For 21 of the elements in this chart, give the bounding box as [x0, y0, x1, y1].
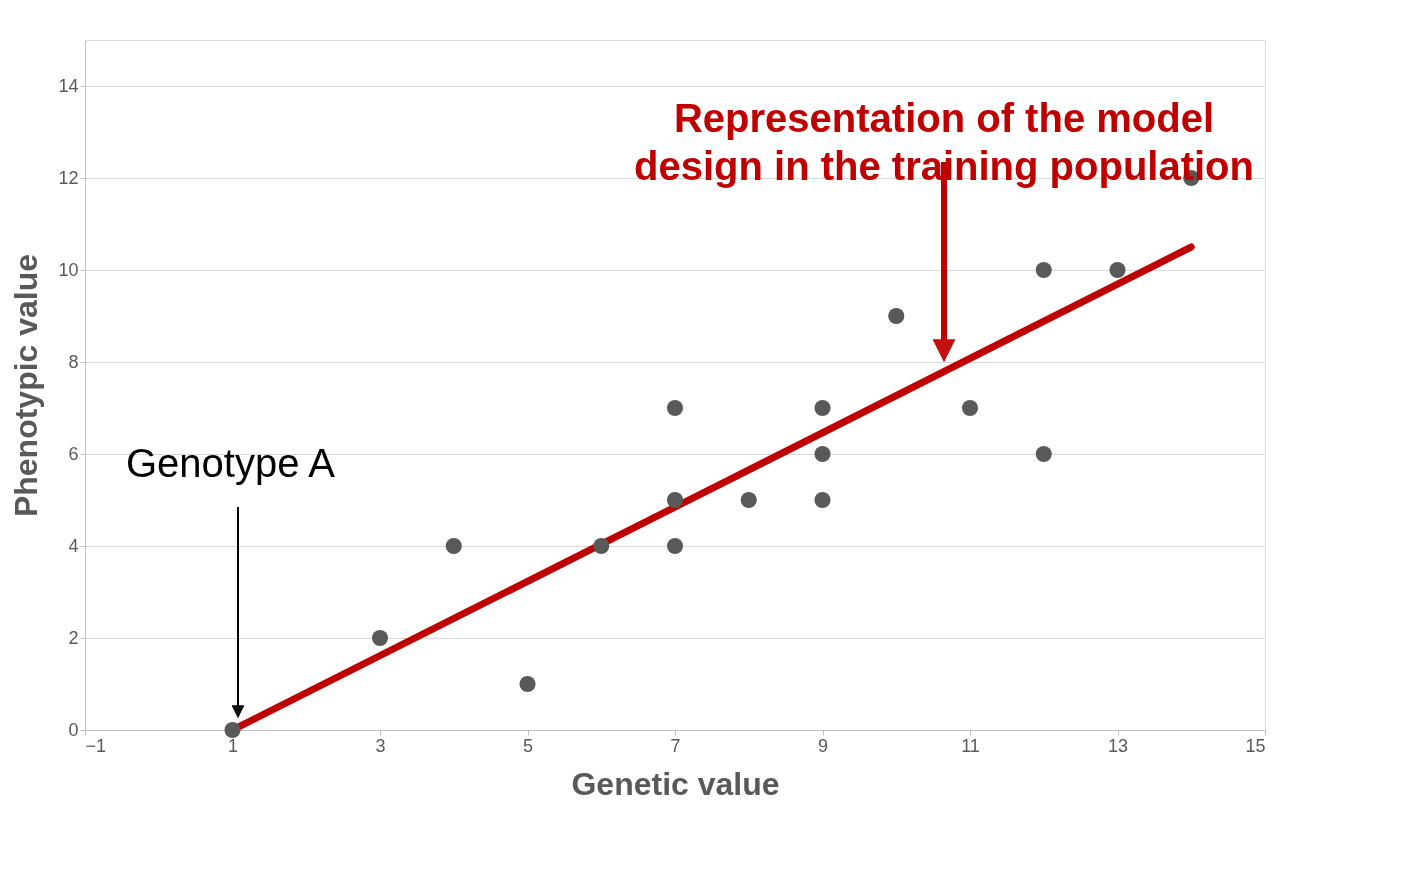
x-tick-label: 13 [1107, 735, 1129, 756]
annotation: Representation of the model design in the training population [634, 96, 1254, 188]
y-tick-label: 4 [68, 535, 79, 556]
x-axis-title: Genetic value [571, 765, 780, 802]
y-axis-title: Phenotypic value [8, 253, 45, 518]
annotation: Genotype A [126, 441, 336, 485]
x-tick-label: 7 [670, 735, 681, 756]
y-tick-label: 8 [68, 351, 79, 372]
y-tick-label: 10 [58, 259, 79, 280]
y-tick-label: 0 [68, 719, 79, 740]
y-tick-label: 14 [58, 75, 79, 96]
x-tick-label: 15 [1245, 735, 1266, 756]
x-tick-label: 11 [961, 735, 980, 756]
x-tick-label: −1 [85, 735, 107, 756]
x-tick-label: 9 [817, 735, 829, 756]
y-tick-label: 12 [58, 167, 79, 188]
y-tick-label: 2 [68, 627, 79, 648]
x-tick-label: 5 [522, 735, 534, 756]
x-tick-label: 3 [375, 735, 386, 756]
y-tick-label: 6 [68, 443, 79, 464]
x-tick-label: 1 [227, 735, 239, 756]
